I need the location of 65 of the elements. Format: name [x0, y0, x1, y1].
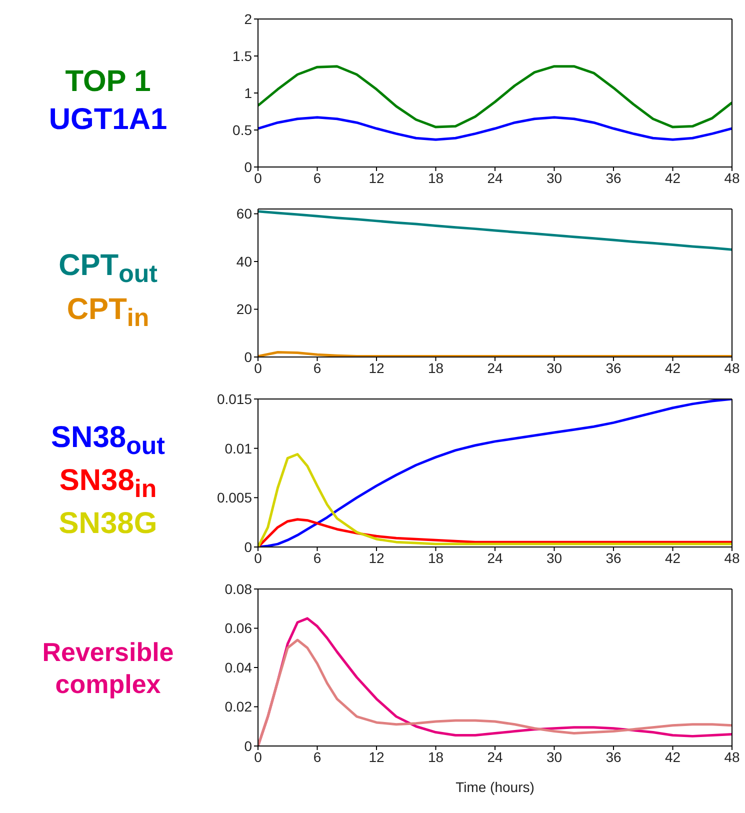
text: UGT1A1	[48, 102, 168, 138]
y-tick-label: 2	[244, 10, 252, 27]
y-tick-label: 0	[244, 348, 252, 365]
y-tick-label: 1	[244, 84, 252, 101]
text: CPT$_{out}$	[58, 248, 158, 290]
x-tick-label: 30	[546, 748, 562, 765]
text: TOP 1	[65, 64, 151, 100]
x-tick-label: 36	[606, 748, 622, 765]
x-tick-label: 18	[428, 550, 444, 566]
x-tick-label: 36	[606, 170, 622, 186]
x-tick-label: 18	[428, 748, 444, 765]
x-tick-label: 48	[724, 170, 740, 186]
x-tick-label: 0	[254, 170, 262, 186]
y-tick-label: 0	[244, 538, 252, 555]
text: CPT$_{in}$	[66, 292, 150, 334]
x-tick-label: 6	[313, 748, 322, 765]
x-tick-label: 6	[313, 170, 322, 186]
y-tick-label: 0.02	[224, 698, 252, 715]
x-tick-label: 12	[368, 170, 384, 186]
x-tick-label: 30	[546, 360, 562, 376]
y-tick-label: 0.005	[216, 490, 252, 506]
x-tick-label: 0	[254, 550, 262, 566]
x-axis-title: Time (hours)	[456, 779, 534, 795]
y-tick-label: 0.06	[224, 620, 252, 636]
text: Reversible complex	[41, 636, 175, 700]
y-tick-label: 0.5	[232, 122, 252, 138]
y-tick-label: 60	[236, 206, 252, 222]
x-tick-label: 12	[368, 748, 384, 765]
x-tick-label: 30	[546, 550, 562, 566]
x-tick-label: 24	[487, 360, 503, 376]
line-series	[258, 116, 732, 141]
x-tick-label: 24	[487, 748, 503, 765]
y-tick-label: 0.08	[224, 580, 252, 597]
x-tick-label: 6	[313, 550, 322, 566]
y-tick-label: 0.01	[224, 440, 252, 456]
x-tick-label: 48	[724, 748, 740, 765]
x-tick-label: 42	[664, 170, 681, 186]
x-tick-label: 18	[428, 360, 444, 376]
x-tick-label: 30	[546, 170, 562, 186]
x-tick-label: 12	[368, 360, 384, 376]
x-tick-label: 0	[254, 748, 262, 765]
x-tick-label: 18	[428, 170, 444, 186]
y-tick-label: 0.015	[216, 390, 252, 407]
x-tick-label: 48	[724, 360, 740, 376]
y-tick-label: 0	[244, 158, 252, 175]
x-tick-label: 42	[664, 360, 681, 376]
y-tick-label: 40	[236, 253, 252, 270]
x-tick-label: 42	[664, 748, 681, 765]
x-tick-label: 24	[487, 550, 503, 566]
text: SN38$_{out}$	[51, 420, 165, 462]
line-series	[258, 65, 732, 128]
x-tick-label: 36	[606, 360, 622, 376]
x-tick-label: 48	[724, 550, 740, 566]
y-tick-label: 1.5	[232, 48, 252, 64]
y-tick-label: 20	[236, 301, 252, 318]
x-tick-label: 36	[606, 550, 622, 566]
x-tick-label: 24	[487, 170, 503, 186]
x-tick-label: 12	[368, 550, 384, 566]
text: SN38$_{in}$	[59, 462, 157, 505]
text: SN38G	[58, 506, 158, 542]
x-tick-label: 6	[313, 360, 322, 376]
y-tick-label: 0.04	[224, 659, 252, 676]
x-tick-label: 42	[664, 550, 681, 566]
x-tick-label: 0	[254, 360, 262, 376]
y-tick-label: 0	[244, 738, 252, 754]
